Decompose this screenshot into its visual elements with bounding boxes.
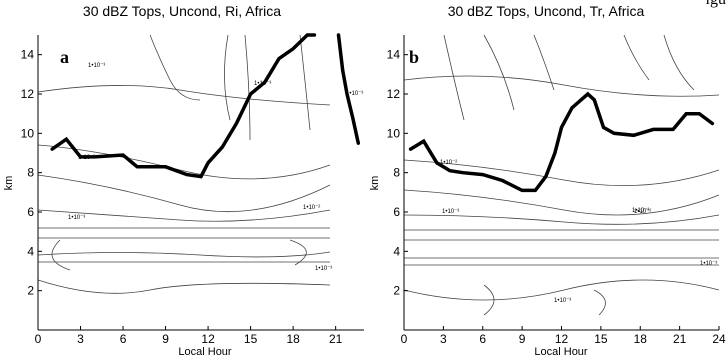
panel-a-yticks: 2 4 6 8 10 12 14 — [21, 48, 42, 298]
contour-label: 1•10⁻² — [78, 155, 95, 161]
panel-a: 30 dBZ Tops, Uncond, Ri, Africa — [0, 0, 364, 358]
panel-a-bold-contour-2 — [336, 33, 361, 145]
contour-label: 1•10⁻³ — [88, 63, 105, 69]
contour-label: 1•10⁻³ — [315, 266, 332, 272]
panel-b: 30 dBZ Tops, Uncond, Tr, Africa — [364, 0, 728, 358]
contour-label: 1•10⁻³ — [700, 261, 717, 267]
panel-b-contour-labels: 1•10⁻³ 1•10⁻² 1•10⁻³ 1•10⁻² 1•10⁻³ 1•10⁻… — [440, 160, 717, 304]
contour-label: 1•10⁻² — [303, 205, 320, 211]
panel-a-contour-labels: 1•10⁻³ 1•10⁻² 1•10⁻³ 1•10⁻² 1•10⁻³ 1•10⁻… — [68, 63, 363, 272]
panel-a-title: 30 dBZ Tops, Uncond, Ri, Africa — [83, 3, 281, 19]
panel-b-xticks: 0 3 6 9 12 15 18 21 24 — [401, 326, 726, 346]
y-tick-label: 8 — [27, 166, 34, 180]
x-tick-label: 3 — [440, 332, 447, 346]
x-tick-label: 12 — [555, 332, 569, 346]
panel-a-xticks: 0 3 6 9 12 15 18 21 — [35, 326, 343, 346]
panel-a-thin-contours — [37, 34, 331, 294]
panel-b-xlabel: Local Hour — [534, 346, 588, 358]
contour-label: 1•10⁻³ — [554, 298, 571, 304]
x-tick-label: 9 — [519, 332, 526, 346]
corner-fragment: igu — [706, 0, 726, 9]
x-tick-label: 0 — [35, 332, 42, 346]
panel-b-svg: 30 dBZ Tops, Uncond, Tr, Africa — [369, 3, 726, 358]
x-tick-label: 21 — [673, 332, 687, 346]
y-tick-label: 4 — [27, 244, 34, 258]
panel-a-svg: 30 dBZ Tops, Uncond, Ri, Africa — [3, 3, 364, 358]
y-tick-label: 2 — [393, 284, 400, 298]
x-tick-label: 6 — [120, 332, 127, 346]
x-tick-label: 12 — [201, 332, 215, 346]
panel-a-bold-contour — [50, 33, 317, 179]
contour-label: 1•10⁻² — [634, 209, 651, 215]
x-tick-label: 21 — [329, 332, 343, 346]
contour-label: 1•10⁻³ — [68, 215, 85, 221]
y-tick-label: 10 — [387, 126, 401, 140]
x-tick-label: 9 — [162, 332, 169, 346]
panel-a-letter: a — [60, 47, 69, 67]
x-tick-label: 15 — [244, 332, 258, 346]
panel-b-thin-contours — [403, 34, 720, 316]
y-tick-label: 14 — [387, 48, 401, 62]
y-tick-label: 12 — [387, 87, 401, 101]
panel-b-title: 30 dBZ Tops, Uncond, Tr, Africa — [448, 3, 645, 19]
y-tick-label: 4 — [393, 244, 400, 258]
panel-a-xlabel: Local Hour — [178, 346, 232, 358]
panel-b-letter: b — [409, 47, 419, 67]
contour-label: 1•10⁻³ — [442, 209, 459, 215]
contour-label: 1•10⁻² — [440, 160, 457, 166]
x-tick-label: 18 — [634, 332, 648, 346]
y-tick-label: 14 — [21, 48, 35, 62]
contour-label: 1•10⁻³ — [254, 81, 271, 87]
y-tick-label: 2 — [27, 284, 34, 298]
contour-label: 1•10⁻³ — [346, 91, 363, 97]
y-tick-label: 6 — [27, 205, 34, 219]
y-tick-label: 8 — [393, 166, 400, 180]
x-tick-label: 24 — [712, 332, 726, 346]
panel-b-ylabel: km — [369, 176, 381, 191]
panel-b-yticks: 2 4 6 8 10 12 14 — [387, 48, 408, 298]
panel-a-ylabel: km — [3, 176, 15, 191]
y-tick-label: 12 — [21, 87, 35, 101]
x-tick-label: 0 — [401, 332, 408, 346]
x-tick-label: 18 — [286, 332, 300, 346]
y-tick-label: 6 — [393, 205, 400, 219]
x-tick-label: 15 — [594, 332, 608, 346]
panel-b-bold-contour — [408, 91, 715, 193]
x-tick-label: 3 — [77, 332, 84, 346]
y-tick-label: 10 — [21, 126, 35, 140]
contour-label: 1•10⁻³ — [632, 208, 649, 214]
x-tick-label: 6 — [479, 332, 486, 346]
